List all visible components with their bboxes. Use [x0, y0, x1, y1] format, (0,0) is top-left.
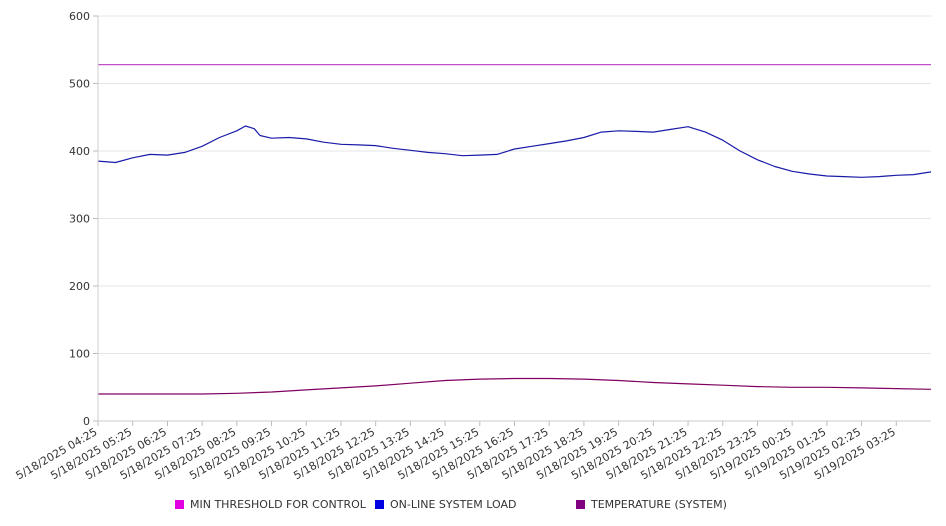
legend-item: TEMPERATURE (SYSTEM) [576, 498, 727, 511]
chart-legend: MIN THRESHOLD FOR CONTROL ON-LINE SYSTEM … [0, 498, 946, 514]
legend-label: ON-LINE SYSTEM LOAD [390, 498, 517, 511]
series-line-3 [98, 377, 932, 395]
y-tick-label: 600 [69, 10, 90, 23]
x-axis-ticks: 5/18/2025 04:255/18/2025 05:255/18/2025 … [14, 421, 898, 482]
legend-item: ON-LINE SYSTEM LOAD [375, 498, 516, 511]
legend-label: TEMPERATURE (SYSTEM) [591, 498, 727, 511]
y-tick-label: 300 [69, 213, 90, 226]
gridlines [98, 15, 931, 354]
legend-swatch [576, 500, 585, 509]
legend-label: MIN THRESHOLD FOR CONTROL [190, 498, 366, 511]
y-axis-ticks: 0 100 200 300 400 500 600 [69, 10, 98, 428]
y-tick-label: 0 [83, 415, 90, 428]
legend-swatch [175, 500, 184, 509]
legend-swatch [375, 500, 384, 509]
y-tick-label: 200 [69, 280, 90, 293]
legend-item: MIN THRESHOLD FOR CONTROL [175, 498, 366, 511]
series-lines [97, 63, 932, 395]
series-line-2 [97, 125, 932, 178]
y-tick-label: 500 [69, 78, 90, 91]
y-tick-label: 400 [69, 145, 90, 158]
y-tick-label: 100 [69, 348, 90, 361]
